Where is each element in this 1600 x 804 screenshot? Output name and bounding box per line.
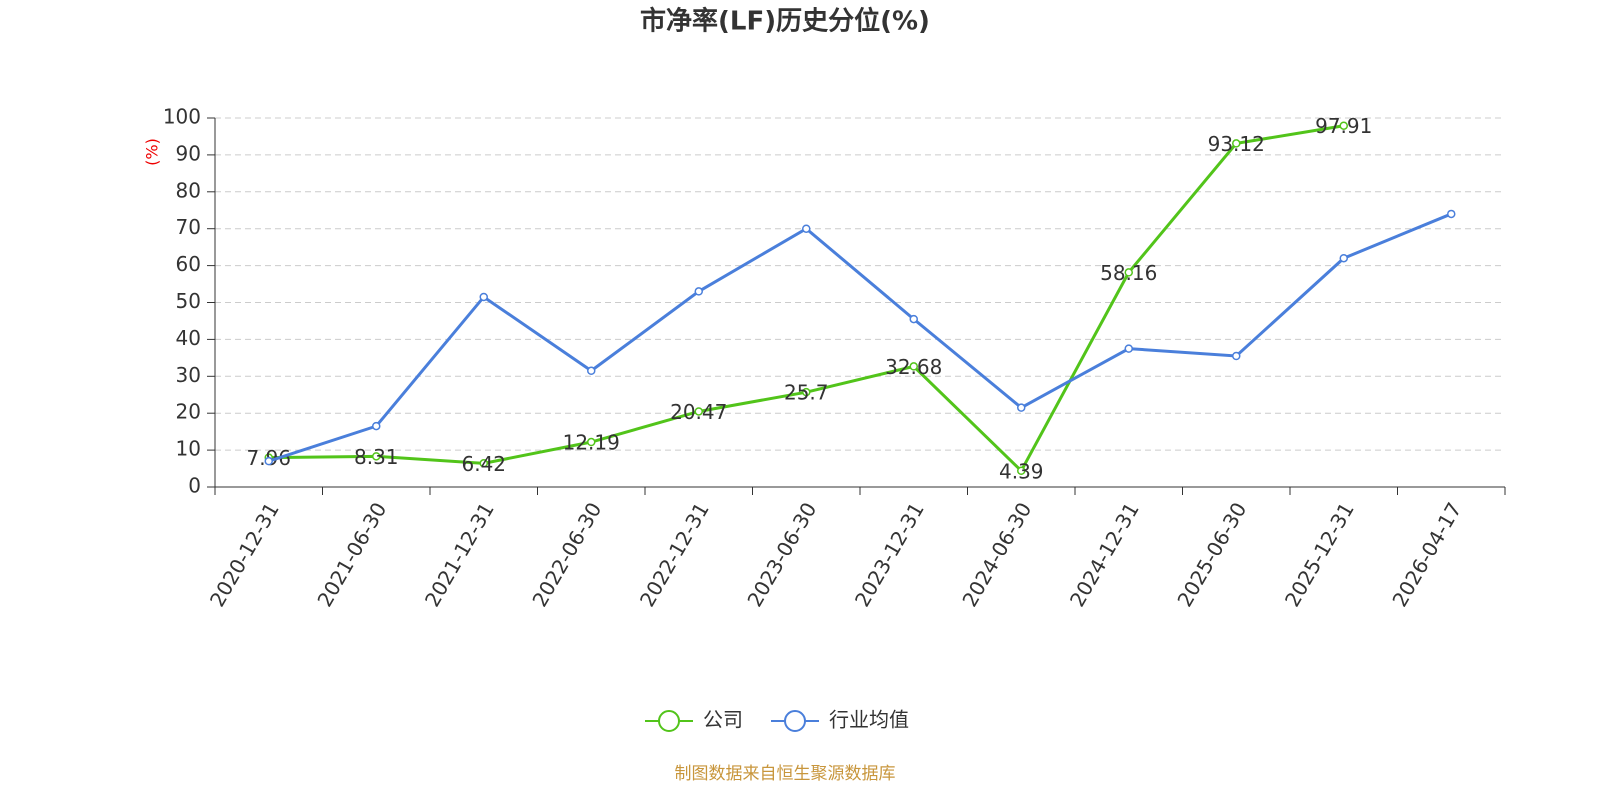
data-label: 25.7 [784, 381, 829, 405]
y-tick-label: 70 [176, 215, 201, 239]
data-label: 58.16 [1100, 261, 1157, 285]
y-tick-label: 40 [176, 326, 201, 350]
point [694, 407, 703, 416]
point [1232, 139, 1241, 148]
legend-label: 公司 [703, 708, 743, 732]
point [372, 421, 381, 431]
data-label: 4.39 [999, 459, 1044, 483]
y-tick-label: 0 [188, 474, 201, 498]
point [694, 287, 703, 296]
x-tick-label: 2025-12-31 [1280, 498, 1359, 611]
y-tick-label: 60 [176, 252, 201, 276]
series-line [268, 212, 1452, 463]
x-tick-label: 2024-12-31 [1065, 498, 1144, 611]
x-tick-label: 2022-12-31 [635, 498, 714, 611]
data-label: 32.68 [885, 355, 942, 379]
x-tick-label: 2022-06-30 [527, 498, 606, 611]
y-tick-label: 30 [176, 363, 201, 387]
point [802, 224, 811, 233]
point [264, 456, 273, 466]
source-note: 制图数据来自恒生聚源数据库 [675, 764, 896, 784]
y-tick-label: 80 [176, 178, 201, 202]
point [587, 366, 596, 376]
point [1447, 209, 1456, 219]
point [802, 387, 811, 397]
data-label: 97.91 [1315, 114, 1372, 138]
legend-marker [784, 710, 806, 732]
y-tick-label: 50 [176, 289, 201, 313]
y-tick-label: 20 [176, 400, 201, 424]
x-tick-label: 2023-06-30 [742, 498, 821, 611]
legend-marker [658, 710, 680, 732]
x-tick-label: 2021-12-31 [420, 498, 499, 611]
y-tick-label: 100 [163, 105, 201, 129]
y-axis-label: (%) [143, 138, 162, 166]
x-tick-label: 2026-04-17 [1387, 498, 1466, 611]
point [909, 362, 918, 371]
x-tick-label: 2025-06-30 [1172, 498, 1251, 611]
x-tick-label: 2020-12-31 [205, 498, 284, 611]
point [1232, 351, 1241, 361]
point [479, 292, 488, 302]
point [909, 314, 918, 324]
data-label: 12.19 [563, 431, 620, 455]
legend-label: 行业均值 [829, 708, 909, 732]
y-tick-label: 90 [176, 141, 201, 165]
data-label: 93.12 [1208, 132, 1265, 156]
x-tick-label: 2021-06-30 [312, 498, 391, 611]
x-tick-label: 2024-06-30 [957, 498, 1036, 611]
point [1124, 344, 1133, 353]
series-line [268, 124, 1344, 474]
x-tick-label: 2023-12-31 [850, 498, 929, 611]
point [479, 459, 488, 468]
point [1124, 268, 1133, 277]
point [372, 452, 381, 461]
chart-title: 市净率(LF)历史分位(%) [640, 6, 930, 37]
data-label: 6.42 [461, 452, 506, 476]
data-label: 8.31 [354, 445, 399, 469]
point [1017, 403, 1026, 412]
data-label: 20.47 [670, 400, 727, 424]
y-tick-label: 10 [176, 437, 201, 461]
point [587, 437, 596, 447]
point [1339, 253, 1348, 263]
point [1339, 121, 1348, 130]
point [1017, 466, 1026, 476]
